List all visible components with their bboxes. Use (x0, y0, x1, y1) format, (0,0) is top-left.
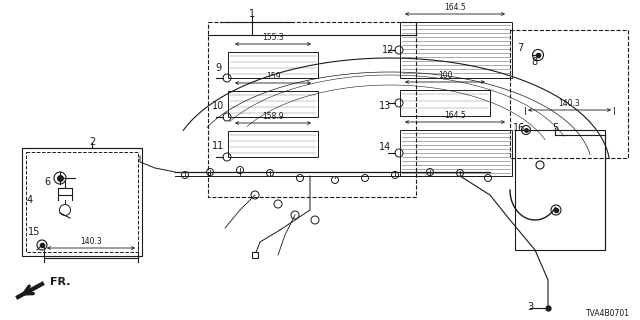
Text: 9: 9 (215, 63, 221, 73)
Bar (228, 52, 318, 78)
Text: 16: 16 (513, 123, 525, 133)
Text: 155.3: 155.3 (262, 33, 284, 42)
Bar (208, 22, 416, 197)
Text: 13: 13 (379, 101, 391, 111)
Text: 11: 11 (212, 141, 224, 151)
Text: TVA4B0701: TVA4B0701 (586, 309, 630, 318)
Bar (400, 22, 512, 78)
Text: 1: 1 (249, 9, 255, 19)
Text: FR.: FR. (50, 277, 70, 287)
Text: 4: 4 (27, 195, 33, 205)
Text: 7: 7 (517, 43, 523, 53)
Text: 140.3: 140.3 (80, 237, 102, 246)
Text: 8: 8 (531, 57, 537, 67)
Text: 14: 14 (379, 142, 391, 152)
Text: 140.3: 140.3 (559, 99, 580, 108)
Text: 158.9: 158.9 (262, 112, 284, 121)
Text: 5: 5 (552, 123, 558, 133)
Bar (400, 90, 490, 116)
Text: 10: 10 (212, 101, 224, 111)
Text: 159: 159 (266, 72, 280, 81)
Text: 164.5: 164.5 (444, 111, 466, 120)
Text: 12: 12 (382, 45, 394, 55)
Text: 3: 3 (527, 302, 533, 312)
Bar (22, 148, 142, 256)
Text: 2: 2 (89, 137, 95, 147)
Bar (228, 91, 318, 117)
Bar (228, 131, 318, 157)
Bar (26, 152, 138, 252)
Text: 6: 6 (44, 177, 50, 187)
Bar (510, 30, 628, 158)
Bar (515, 130, 605, 250)
Text: 15: 15 (28, 227, 40, 237)
Bar (400, 130, 512, 176)
Text: 164.5: 164.5 (444, 3, 466, 12)
Text: 100: 100 (438, 71, 452, 80)
